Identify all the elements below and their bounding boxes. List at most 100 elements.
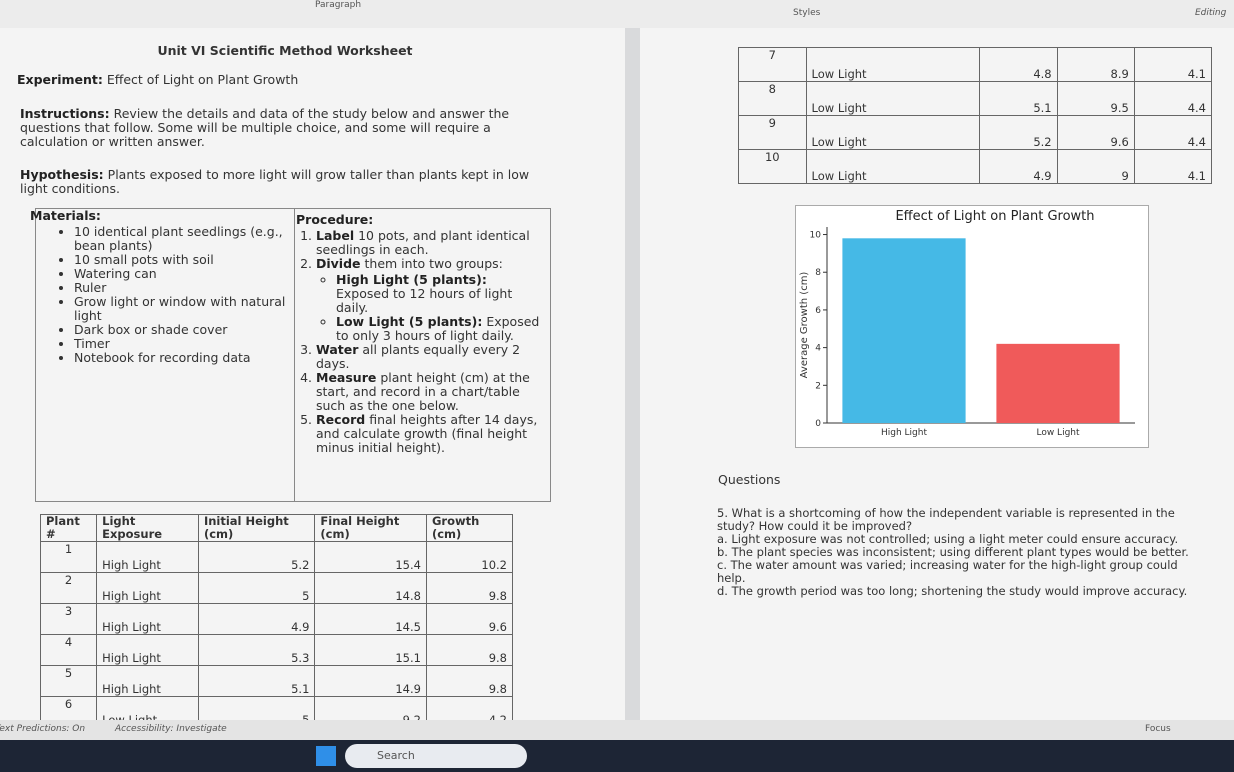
table-cell: 4.4 (1133, 81, 1213, 116)
text: Effect of Light on Plant Growth (106, 72, 299, 87)
material-item: Dark box or shade cover (74, 323, 294, 337)
page-right: 7 Low Light 4.8 8.9 4.1 8 Low Light 5.1 9.5 4.4 9 L… (640, 28, 1234, 720)
table-cell: 3 (39, 603, 98, 635)
header-cell: Plant # (39, 514, 98, 542)
table-cell: 5.3 (197, 634, 316, 666)
question-option: c. The water amount was varied; increasi… (717, 558, 1178, 585)
table-cell: 9.5 (1056, 81, 1135, 116)
y-tick-label: 8 (815, 268, 821, 278)
question-text: 5. What is a shortcoming of how the inde… (717, 506, 1175, 533)
questions-heading: Questions (718, 472, 781, 487)
question-option: b. The plant species was inconsistent; u… (717, 545, 1189, 559)
search-label: Search (377, 749, 415, 762)
y-tick-label: 6 (815, 306, 821, 316)
table-cell: 9.6 (1056, 115, 1135, 150)
table-row: 4 High Light 5.3 15.1 9.8 (39, 634, 514, 666)
heading: Procedure: (296, 212, 374, 227)
step-text: them into two groups: (364, 256, 503, 271)
table-cell: 5.2 (979, 115, 1058, 150)
paragraph-group: Paragraph (315, 0, 362, 10)
procedure: Procedure: Label 10 pots, and plant iden… (296, 213, 541, 455)
table-cell: 10.2 (425, 541, 514, 573)
table-cell: 5.2 (197, 541, 316, 573)
procedure-substep: Low Light (5 plants): Exposed to only 3 … (336, 315, 541, 343)
header-cell: Final Height (cm) (314, 514, 427, 542)
table-cell: High Light (96, 665, 199, 697)
table-row: 3 High Light 4.9 14.5 9.6 (39, 603, 514, 635)
table-row: 8 Low Light 5.1 9.5 4.4 (738, 81, 1213, 116)
table-row: 7 Low Light 4.8 8.9 4.1 (738, 47, 1213, 82)
table-cell: High Light (96, 603, 199, 635)
table-row: 10 Low Light 4.9 9 4.1 (738, 149, 1213, 184)
table-row: 1 High Light 5.2 15.4 10.2 (39, 541, 514, 573)
step-bold: Divide (316, 256, 361, 271)
data-table: Plant # Light Exposure Initial Height (cm)… (39, 514, 514, 728)
substeps: High Light (5 plants): Exposed to 12 hou… (316, 273, 541, 343)
page-left: Unit VI Scientific Method Worksheet Expe… (0, 28, 625, 728)
y-tick-label: 4 (815, 344, 821, 354)
step-text: Exposed to only 3 hours of light daily. (336, 314, 540, 343)
table-cell: 1 (39, 541, 98, 573)
procedure-step: Record final heights after 14 days, and … (316, 413, 541, 455)
bar (996, 343, 1120, 423)
accessibility[interactable]: Accessibility: Investigate (115, 724, 227, 734)
text-predictions[interactable]: Text Predictions: On (0, 724, 86, 734)
table-cell: High Light (96, 541, 199, 573)
label: Experiment: (17, 72, 103, 87)
y-tick-label: 2 (815, 381, 821, 391)
step-bold: High Light (5 plants): (336, 272, 487, 287)
table-cell: 10 (738, 149, 807, 184)
table-cell: 4.1 (1133, 47, 1213, 82)
table-cell: 5.1 (979, 81, 1058, 116)
question-option: d. The growth period was too long; short… (717, 584, 1188, 598)
header-cell: Light Exposure (96, 514, 199, 542)
table-cell: 4.9 (197, 603, 316, 635)
status-bar: Text Predictions: On Accessibility: Inve… (0, 720, 1234, 740)
ribbon: Paragraph Styles Editing (0, 0, 1234, 28)
table-cell: 7 (738, 47, 807, 82)
table-cell: 5 (197, 572, 316, 604)
header-cell: Initial Height (cm) (197, 514, 316, 542)
procedure-substep: High Light (5 plants): Exposed to 12 hou… (336, 273, 541, 315)
experiment: Experiment: Effect of Light on Plant Gro… (17, 73, 577, 87)
table-cell: High Light (96, 634, 199, 666)
instructions: Instructions: Review the details and dat… (20, 107, 530, 149)
focus[interactable]: Focus (1145, 724, 1171, 734)
step-bold: Record (316, 412, 366, 427)
material-item: Ruler (74, 281, 294, 295)
taskbar: Search (0, 740, 1234, 772)
table-cell: 8 (738, 81, 807, 116)
material-item: Notebook for recording data (74, 351, 294, 365)
label: Instructions: (20, 106, 110, 121)
heading: Materials: (30, 208, 101, 223)
start-button[interactable] (316, 746, 336, 766)
table-cell: 4.9 (979, 149, 1058, 184)
chart: Effect of Light on Plant Growth Average G… (795, 205, 1149, 448)
procedure-step: Label 10 pots, and plant identical seedl… (316, 229, 541, 257)
table-cell: 15.4 (314, 541, 427, 573)
step-text: plant height (cm) at the start, and reco… (316, 370, 530, 413)
table-cell: 9.8 (425, 634, 514, 666)
step-bold: Label (316, 228, 355, 243)
table-cell: 4.4 (1133, 115, 1213, 150)
table-cell: 4.1 (1133, 149, 1213, 184)
table-cell: Low Light (805, 149, 981, 184)
questions: 5. What is a shortcoming of how the inde… (717, 507, 1202, 598)
header-row: Plant # Light Exposure Initial Height (cm)… (39, 514, 514, 542)
x-tick-label: Low Light (1036, 428, 1080, 438)
search-box[interactable]: Search (345, 744, 527, 768)
table-cell: 9 (738, 115, 807, 150)
table-cell: 2 (39, 572, 98, 604)
table-cell: Low Light (805, 115, 981, 150)
table-cell: 14.8 (314, 572, 427, 604)
table-row: 5 High Light 5.1 14.9 9.8 (39, 665, 514, 697)
step-text: Exposed to 12 hours of light daily. (336, 286, 513, 315)
hypothesis: Hypothesis: Plants exposed to more light… (20, 168, 540, 196)
step-text: final heights after 14 days, and calcula… (316, 412, 538, 455)
materials: Materials: 10 identical plant seedlings … (30, 209, 295, 501)
table-cell: 9.8 (425, 572, 514, 604)
step-text: all plants equally every 2 days. (316, 342, 521, 371)
y-tick-label: 10 (810, 231, 822, 241)
procedure-list: Label 10 pots, and plant identical seedl… (296, 229, 541, 455)
